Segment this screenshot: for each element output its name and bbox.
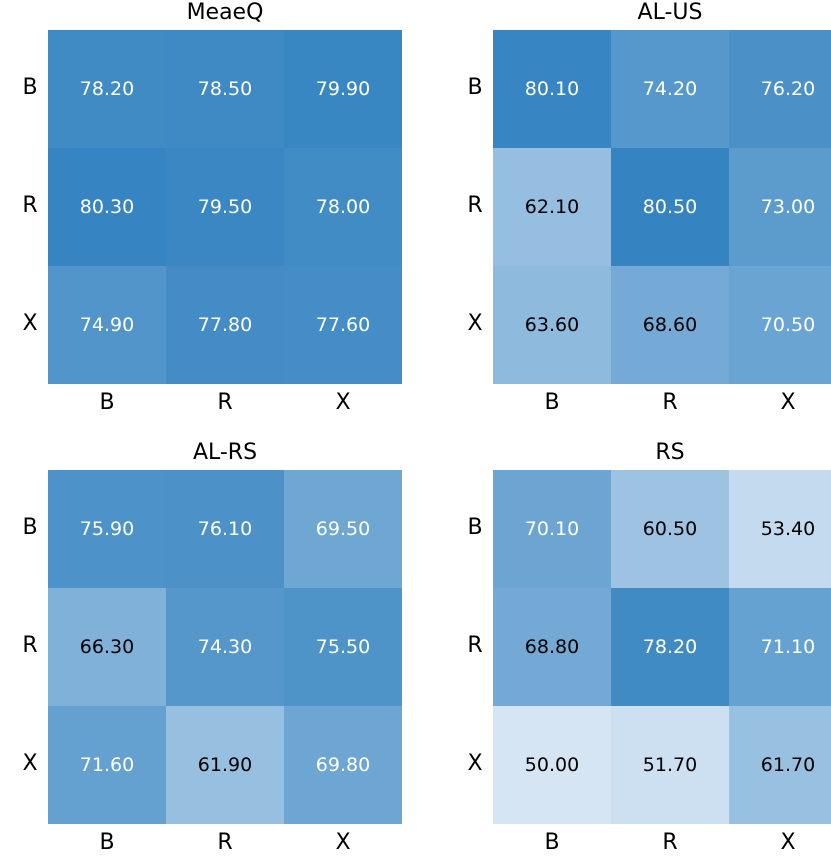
- heatmap-cell: 79.50: [166, 148, 284, 266]
- y-tick-label: X: [22, 311, 38, 336]
- heatmap-cell: 63.60: [493, 266, 611, 384]
- heatmap-cell: 75.90: [48, 470, 166, 588]
- heatmap-cell: 78.50: [166, 30, 284, 148]
- heatmap-cell: 69.80: [284, 706, 402, 824]
- heatmap-cell: 53.40: [729, 470, 831, 588]
- x-tick-label: X: [780, 830, 796, 855]
- heatmap-cell: 78.20: [611, 588, 729, 706]
- heatmap-cell: 73.00: [729, 148, 831, 266]
- heatmap-panel: AL-RS 75.90 76.10 69.50 66.30 74.30 75.50 71.60…: [22, 440, 402, 855]
- y-tick-label: X: [467, 751, 483, 776]
- y-tick-label: B: [467, 515, 483, 540]
- heatmap-cell: 80.50: [611, 148, 729, 266]
- heatmap-cell: 74.30: [166, 588, 284, 706]
- x-tick-label: B: [99, 830, 115, 855]
- x-tick-label: X: [335, 390, 351, 415]
- heatmap-cell: 79.90: [284, 30, 402, 148]
- panel-title: AL-US: [637, 0, 703, 25]
- y-tick-label: R: [22, 633, 38, 658]
- x-tick-label: X: [335, 830, 351, 855]
- heatmap-cell: 51.70: [611, 706, 729, 824]
- heatmap-cell: 80.10: [493, 30, 611, 148]
- heatmap-cell: 68.60: [611, 266, 729, 384]
- heatmap-cell: 77.60: [284, 266, 402, 384]
- heatmap-cell: 62.10: [493, 148, 611, 266]
- heatmap-cell: 74.90: [48, 266, 166, 384]
- x-tick-label: R: [662, 830, 678, 855]
- x-tick-label: B: [544, 390, 560, 415]
- x-tick-label: X: [780, 390, 796, 415]
- y-tick-label: X: [467, 311, 483, 336]
- heatmap-cell: 50.00: [493, 706, 611, 824]
- y-tick-label: R: [467, 633, 483, 658]
- y-tick-label: X: [22, 751, 38, 776]
- panel-title: MeaeQ: [186, 0, 264, 25]
- heatmap-cell: 78.20: [48, 30, 166, 148]
- heatmap-cell: 61.90: [166, 706, 284, 824]
- heatmap-cell: 71.60: [48, 706, 166, 824]
- heatmap-panel: RS 70.10 60.50 53.40 68.80 78.20 71.10 50.00 51.…: [467, 440, 831, 855]
- y-tick-label: B: [22, 515, 38, 540]
- x-tick-label: B: [544, 830, 560, 855]
- heatmap-cell: 60.50: [611, 470, 729, 588]
- heatmap-panel: MeaeQ 78.20 78.50 79.90 80.30 79.50 78.00 74.90…: [22, 0, 402, 415]
- x-tick-label: R: [662, 390, 678, 415]
- y-tick-label: R: [22, 193, 38, 218]
- heatmap-cell: 76.10: [166, 470, 284, 588]
- heatmap-cell: 61.70: [729, 706, 831, 824]
- heatmap-cell: 68.80: [493, 588, 611, 706]
- y-tick-label: R: [467, 193, 483, 218]
- heatmap-cell: 71.10: [729, 588, 831, 706]
- heatmap-cell: 74.20: [611, 30, 729, 148]
- panel-title: AL-RS: [192, 440, 258, 465]
- x-tick-label: R: [217, 830, 233, 855]
- heatmap-cell: 75.50: [284, 588, 402, 706]
- heatmap-panel: AL-US 80.10 74.20 76.20 62.10 80.50 73.00 63.60…: [467, 0, 831, 415]
- heatmap-cell: 66.30: [48, 588, 166, 706]
- panel-title: RS: [655, 440, 685, 465]
- heatmap-cell: 77.80: [166, 266, 284, 384]
- heatmap-cell: 70.10: [493, 470, 611, 588]
- heatmap-cell: 80.30: [48, 148, 166, 266]
- heatmap-cell: 78.00: [284, 148, 402, 266]
- y-tick-label: B: [467, 75, 483, 100]
- x-tick-label: B: [99, 390, 115, 415]
- y-tick-label: B: [22, 75, 38, 100]
- heatmap-cell: 76.20: [729, 30, 831, 148]
- heatmap-cell: 69.50: [284, 470, 402, 588]
- heatmap-cell: 70.50: [729, 266, 831, 384]
- x-tick-label: R: [217, 390, 233, 415]
